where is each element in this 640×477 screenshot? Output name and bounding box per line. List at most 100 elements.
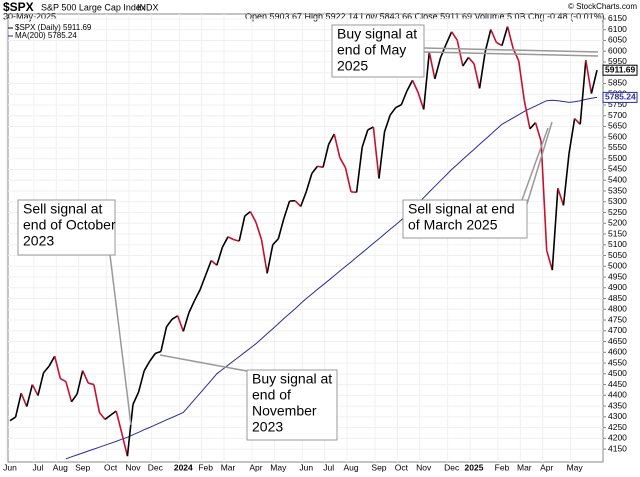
price-segment xyxy=(255,222,263,241)
x-tick-label: Dec xyxy=(444,462,460,472)
y-tick-label: 6100 xyxy=(608,24,627,34)
price-segment xyxy=(361,129,369,148)
price-segment xyxy=(277,218,285,239)
annotation-pointer xyxy=(526,121,553,205)
price-segment xyxy=(327,133,335,145)
y-tick-label: 5200 xyxy=(608,218,627,228)
annotation-text: 2025 xyxy=(337,58,368,74)
price-segment xyxy=(372,126,380,179)
x-tick-label: Jun xyxy=(3,462,17,472)
price-segment xyxy=(14,392,22,418)
y-tick-label: 5750 xyxy=(608,99,627,109)
x-tick-label: Nov xyxy=(416,462,432,472)
annotation-text: end of xyxy=(252,387,291,403)
y-tick-label: 4450 xyxy=(608,379,627,389)
price-segment xyxy=(132,391,140,405)
price-segment xyxy=(562,153,570,206)
price-segment xyxy=(568,118,576,154)
price-segment xyxy=(137,370,145,393)
price-segment xyxy=(579,60,587,125)
price-segment xyxy=(81,370,89,384)
y-tick-label: 6050 xyxy=(608,35,627,45)
y-tick-label: 4600 xyxy=(608,347,627,357)
y-tick-label: 4300 xyxy=(608,411,627,421)
price-segment xyxy=(439,44,447,59)
price-segment xyxy=(233,238,240,242)
price-segment xyxy=(506,26,514,49)
price-segment xyxy=(182,312,190,332)
price-segment xyxy=(266,244,274,274)
price-segment xyxy=(534,122,542,142)
annotation-box xyxy=(402,199,528,239)
x-tick-label: May xyxy=(270,462,287,472)
price-segment xyxy=(199,274,207,291)
y-tick-label: 4850 xyxy=(608,293,627,303)
price-segment xyxy=(339,157,347,168)
y-tick-label: 5400 xyxy=(608,175,627,185)
y-tick-label: 4400 xyxy=(608,390,627,400)
x-tick-label: May xyxy=(567,462,584,472)
price-segment xyxy=(204,260,213,276)
price-segment xyxy=(590,70,598,94)
price-segment xyxy=(193,289,201,302)
x-tick-label: Dec xyxy=(148,462,164,472)
legend-label: $SPX (Daily) 5911.69 xyxy=(15,23,92,32)
price-segment xyxy=(37,372,45,396)
price-segment xyxy=(98,412,106,420)
annotation-box xyxy=(17,199,116,256)
price-segment xyxy=(540,141,548,251)
y-tick-label: 4700 xyxy=(608,325,627,335)
price-segment xyxy=(389,107,397,116)
x-tick-label: Mar xyxy=(221,462,236,472)
price-segment xyxy=(104,414,112,421)
price-segment xyxy=(9,416,17,422)
price-segment xyxy=(188,300,196,314)
price-segment xyxy=(311,165,319,174)
y-tick-label: 5850 xyxy=(608,78,627,88)
annotation-text: of March 2025 xyxy=(408,217,498,233)
x-tick-label: Apr xyxy=(249,462,262,472)
y-tick-label: 5700 xyxy=(608,110,627,120)
price-segment xyxy=(585,60,593,94)
credit: © StockCharts.com xyxy=(568,2,637,11)
annotation-pointer xyxy=(423,51,599,57)
price-segment xyxy=(283,200,291,219)
annotation-pointer xyxy=(423,47,599,53)
price-segment xyxy=(367,126,374,131)
y-tick-label: 6000 xyxy=(608,45,627,55)
price-segment xyxy=(428,51,436,80)
price-segment xyxy=(227,236,234,241)
price-segment xyxy=(333,133,341,158)
price-segment xyxy=(383,114,391,132)
x-tick-label: Oct xyxy=(395,462,409,472)
price-segment xyxy=(355,147,363,193)
price-segment xyxy=(272,238,279,246)
y-tick-label: 5450 xyxy=(608,164,627,174)
annotation-text: end of May xyxy=(337,42,406,58)
price-segment xyxy=(473,63,481,89)
y-tick-label: 4350 xyxy=(608,400,627,410)
last-value-label: 5911.69 xyxy=(605,64,636,74)
annotation-text: Sell signal at xyxy=(23,201,102,217)
price-segment xyxy=(490,29,498,43)
ma-line xyxy=(65,96,598,460)
price-segment xyxy=(70,393,78,403)
price-segment xyxy=(422,51,431,110)
x-tick-label: Oct xyxy=(104,462,118,472)
price-segment xyxy=(260,239,268,274)
price-segment xyxy=(400,90,408,106)
price-segment xyxy=(59,377,67,383)
y-tick-label: 5050 xyxy=(608,250,627,260)
x-tick-label: Sep xyxy=(75,462,90,472)
y-tick-label: 6150 xyxy=(608,13,627,23)
price-segment xyxy=(210,259,218,266)
x-tick-label: Jul xyxy=(323,462,334,472)
price-segment xyxy=(523,100,531,130)
x-tick-label: 2024 xyxy=(174,462,193,472)
price-segment xyxy=(65,381,73,402)
annotation-text: Sell signal at end xyxy=(408,201,515,217)
y-tick-label: 5500 xyxy=(608,153,627,163)
last-value-box xyxy=(602,64,638,76)
x-tick-label: Aug xyxy=(53,462,68,472)
y-tick-label: 4550 xyxy=(608,357,627,367)
